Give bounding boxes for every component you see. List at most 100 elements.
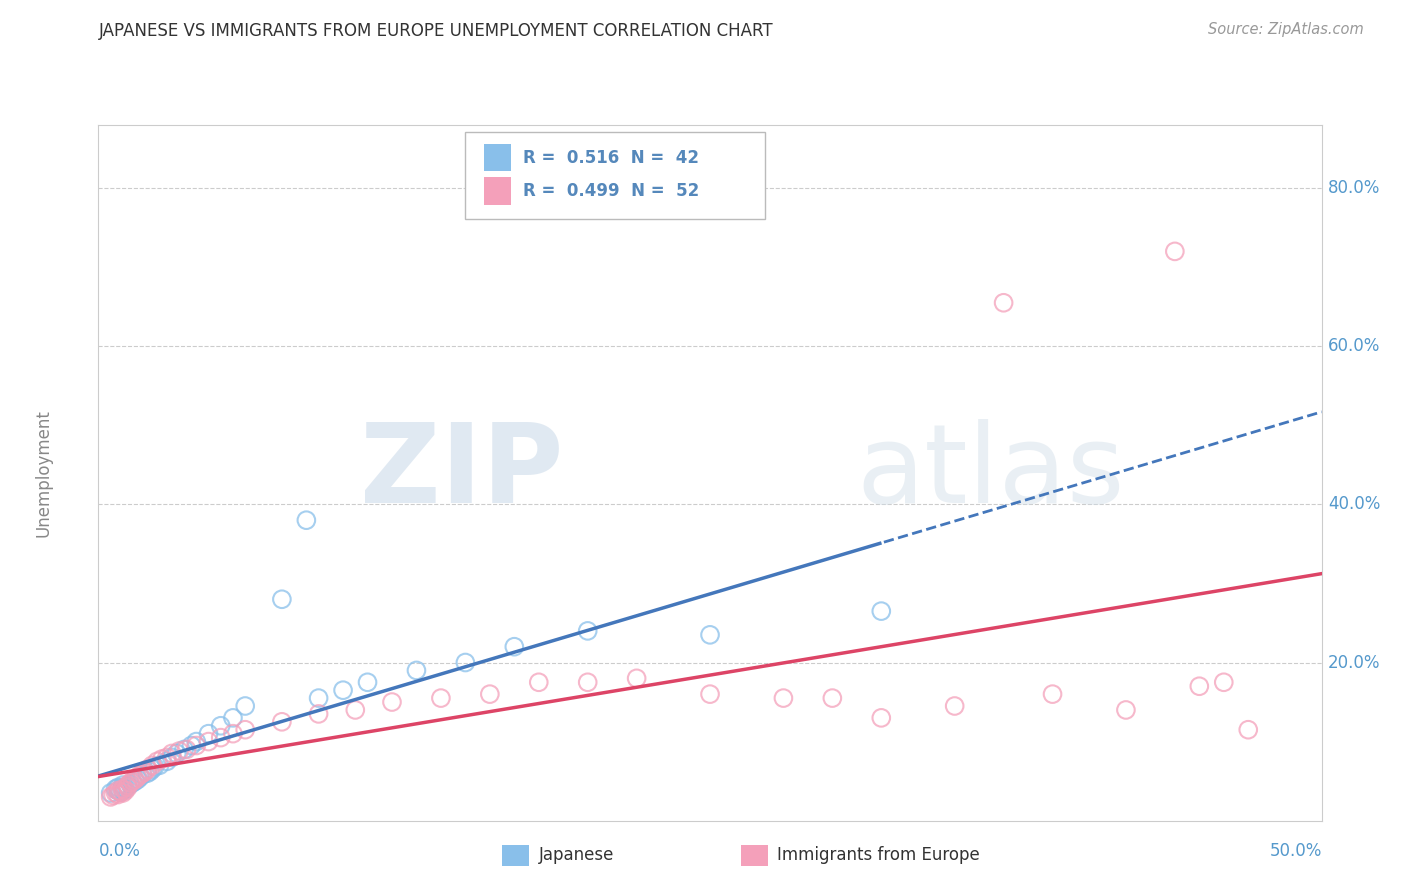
Point: [270, 714, 294, 729]
Point: [127, 772, 149, 787]
Text: 60.0%: 60.0%: [1327, 337, 1381, 355]
Point: [117, 779, 139, 793]
Point: [1042, 687, 1064, 701]
Point: [136, 766, 159, 780]
Point: [454, 656, 477, 670]
Point: [772, 691, 794, 706]
Point: [110, 785, 132, 799]
Point: [124, 774, 146, 789]
Point: [156, 750, 179, 764]
Point: [197, 734, 219, 748]
Text: Source: ZipAtlas.com: Source: ZipAtlas.com: [1208, 22, 1364, 37]
Point: [121, 775, 143, 789]
Point: [821, 691, 844, 706]
Point: [870, 711, 893, 725]
Point: [209, 731, 232, 745]
Point: [167, 744, 190, 758]
Point: [870, 604, 893, 618]
Point: [1212, 675, 1234, 690]
Text: atlas: atlas: [856, 419, 1125, 526]
FancyBboxPatch shape: [465, 132, 765, 219]
Text: 50.0%: 50.0%: [1270, 841, 1322, 860]
Text: Japanese: Japanese: [538, 847, 614, 864]
Point: [114, 783, 136, 797]
Text: R =  0.499  N =  52: R = 0.499 N = 52: [523, 182, 699, 200]
Point: [222, 711, 245, 725]
Point: [197, 726, 219, 740]
Point: [146, 755, 169, 769]
Point: [150, 752, 173, 766]
Point: [117, 780, 139, 795]
Point: [344, 703, 367, 717]
Point: [121, 774, 143, 789]
Point: [129, 770, 152, 784]
Point: [166, 747, 188, 761]
Point: [111, 782, 134, 797]
Point: [141, 758, 163, 772]
Point: [308, 706, 330, 721]
Text: R =  0.516  N =  42: R = 0.516 N = 42: [523, 149, 699, 167]
Point: [527, 675, 550, 690]
Point: [356, 675, 378, 690]
Point: [222, 726, 245, 740]
Point: [503, 640, 526, 654]
Point: [110, 785, 132, 799]
Text: 0.0%: 0.0%: [98, 841, 141, 860]
Text: ZIP: ZIP: [360, 419, 564, 526]
Point: [1188, 679, 1211, 693]
Point: [430, 691, 453, 706]
Point: [381, 695, 404, 709]
Point: [943, 698, 966, 713]
Point: [186, 734, 208, 748]
Point: [120, 775, 142, 789]
Point: [233, 698, 256, 713]
Point: [100, 789, 122, 804]
Point: [124, 772, 146, 787]
FancyBboxPatch shape: [502, 845, 529, 866]
Point: [141, 762, 163, 776]
Point: [576, 675, 599, 690]
Point: [176, 742, 198, 756]
Point: [1164, 244, 1187, 259]
Point: [186, 739, 208, 753]
Point: [117, 778, 139, 792]
Point: [149, 758, 172, 772]
Point: [131, 768, 153, 782]
Point: [114, 782, 136, 797]
Point: [160, 750, 183, 764]
Point: [295, 513, 318, 527]
Point: [209, 719, 232, 733]
Point: [101, 789, 124, 803]
Point: [107, 783, 129, 797]
Text: Unemployment: Unemployment: [34, 409, 52, 537]
Point: [270, 592, 294, 607]
Point: [134, 764, 156, 779]
Point: [111, 786, 134, 800]
Point: [111, 778, 134, 792]
Point: [233, 723, 256, 737]
Point: [699, 687, 721, 701]
Point: [1115, 703, 1137, 717]
Point: [332, 683, 354, 698]
Point: [156, 755, 179, 769]
Point: [139, 764, 162, 779]
Point: [1237, 723, 1260, 737]
FancyBboxPatch shape: [484, 144, 510, 171]
Point: [308, 691, 330, 706]
Point: [136, 762, 159, 776]
Point: [104, 786, 127, 800]
Point: [405, 664, 427, 678]
Point: [173, 742, 195, 756]
Text: 40.0%: 40.0%: [1327, 495, 1381, 514]
Point: [699, 628, 721, 642]
Point: [100, 786, 122, 800]
Text: 80.0%: 80.0%: [1327, 179, 1381, 197]
Point: [478, 687, 501, 701]
Point: [127, 770, 149, 784]
Point: [107, 783, 129, 797]
Point: [993, 295, 1015, 310]
Text: JAPANESE VS IMMIGRANTS FROM EUROPE UNEMPLOYMENT CORRELATION CHART: JAPANESE VS IMMIGRANTS FROM EUROPE UNEMP…: [98, 22, 773, 40]
Point: [111, 783, 134, 797]
Point: [626, 671, 648, 685]
Point: [120, 777, 142, 791]
